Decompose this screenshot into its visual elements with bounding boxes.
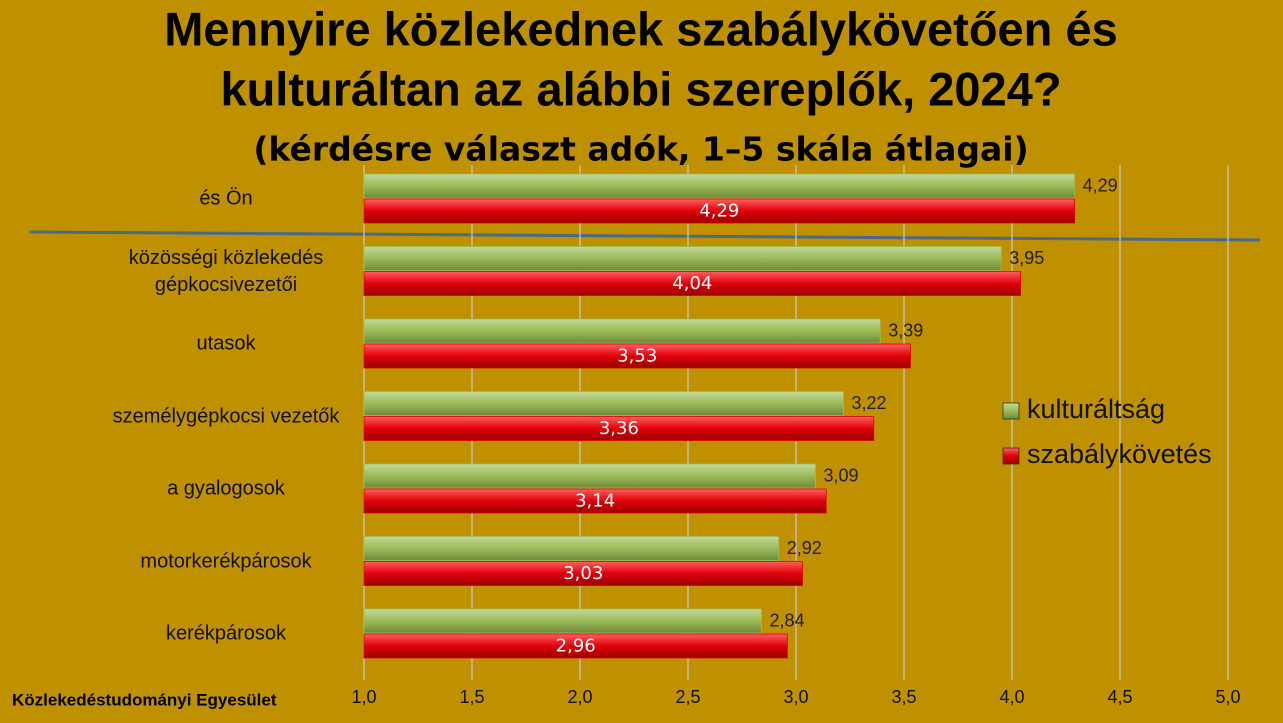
value-label: 2,92	[787, 538, 822, 558]
category-label: közösségi közlekedés gépkocsivezetői	[128, 246, 324, 296]
legend-swatch	[1002, 402, 1020, 420]
value-label: 3,09	[823, 465, 858, 485]
x-tick-label: 3,5	[891, 687, 916, 707]
category-label: a gyalogosok	[167, 477, 285, 500]
bar	[363, 561, 803, 586]
x-tick-label: 1,5	[459, 687, 484, 707]
chart-subtitle: (kérdésre választ adók, 1–5 skála átlaga…	[253, 130, 1028, 169]
bar	[363, 536, 780, 561]
value-label: 2,84	[769, 610, 804, 630]
category-label: személygépkocsi vezetők	[112, 405, 340, 427]
x-tick-label: 4,0	[999, 687, 1024, 707]
x-tick-label: 2,0	[567, 687, 592, 707]
bar	[363, 633, 788, 659]
category-label: és Ön	[199, 187, 253, 210]
value-label: 3,14	[575, 491, 615, 512]
chart-title: kulturáltan az alábbi szereplők, 2024?	[220, 62, 1061, 115]
value-label: 4,29	[1083, 175, 1118, 195]
legend-label: szabálykövetés	[1027, 439, 1212, 469]
bar	[363, 343, 911, 369]
value-label: 3,36	[599, 418, 639, 439]
x-tick-label: 4,5	[1107, 687, 1132, 707]
value-label: 4,29	[699, 201, 739, 222]
bar	[363, 391, 844, 416]
x-tick-label: 1,0	[351, 687, 376, 707]
value-label: 3,39	[888, 320, 923, 340]
bar	[363, 463, 816, 489]
value-label: 2,96	[556, 636, 596, 657]
bar	[363, 318, 881, 344]
bar	[363, 173, 1076, 199]
bar	[363, 198, 1076, 224]
value-label: 3,95	[1009, 248, 1044, 268]
value-label: 3,03	[563, 563, 603, 584]
bar	[363, 608, 762, 634]
category-label: utasok	[196, 332, 256, 355]
category-label: kerékpárosok	[165, 622, 287, 645]
chart-title: Mennyire közlekednek szabálykövetően és	[164, 2, 1117, 55]
category-label: motorkerékpárosok	[140, 550, 312, 572]
legend-swatch	[1002, 447, 1020, 465]
bar	[363, 488, 827, 514]
value-label: 4,04	[672, 273, 712, 294]
source: Közlekedéstudományi Egyesület	[12, 690, 277, 709]
value-label: 3,53	[617, 346, 657, 367]
bar	[363, 271, 1022, 296]
legend-label: kulturáltság	[1027, 394, 1165, 424]
value-label: 3,22	[852, 393, 887, 413]
bar	[363, 246, 1002, 271]
x-tick-label: 5,0	[1215, 687, 1240, 707]
separator	[29, 230, 1261, 242]
x-tick-label: 3,0	[783, 687, 808, 707]
x-tick-label: 2,5	[675, 687, 700, 707]
bar	[363, 416, 875, 441]
